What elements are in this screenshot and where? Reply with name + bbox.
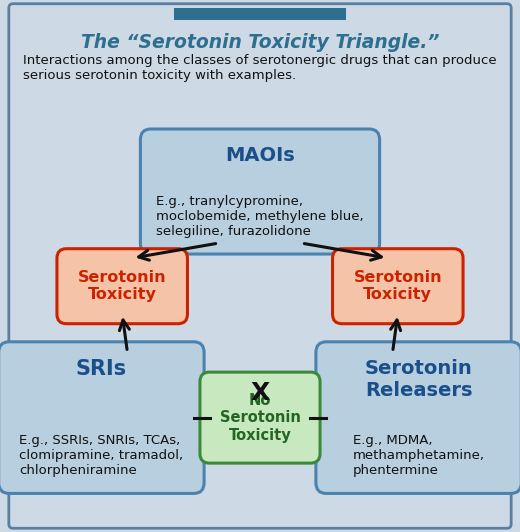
FancyBboxPatch shape xyxy=(174,8,346,20)
Text: The “Serotonin Toxicity Triangle.”: The “Serotonin Toxicity Triangle.” xyxy=(81,33,439,52)
Text: E.g., tranylcypromine,
moclobemide, methylene blue,
selegiline, furazolidone: E.g., tranylcypromine, moclobemide, meth… xyxy=(156,195,364,238)
Text: Interactions among the classes of serotonergic drugs that can produce
serious se: Interactions among the classes of seroto… xyxy=(23,54,497,82)
Text: Serotonin
Toxicity: Serotonin Toxicity xyxy=(78,270,166,302)
Text: E.g., MDMA,
methamphetamine,
phentermine: E.g., MDMA, methamphetamine, phentermine xyxy=(353,435,485,478)
FancyBboxPatch shape xyxy=(333,249,463,323)
Text: X: X xyxy=(250,380,270,405)
FancyBboxPatch shape xyxy=(140,129,380,254)
Text: SRIs: SRIs xyxy=(76,359,127,379)
Text: Serotonin
Toxicity: Serotonin Toxicity xyxy=(354,270,442,302)
Text: MAOIs: MAOIs xyxy=(225,146,295,165)
FancyBboxPatch shape xyxy=(9,4,511,528)
FancyBboxPatch shape xyxy=(200,372,320,463)
FancyBboxPatch shape xyxy=(57,249,187,323)
Text: Serotonin
Releasers: Serotonin Releasers xyxy=(365,359,473,400)
FancyBboxPatch shape xyxy=(316,342,520,494)
Text: E.g., SSRIs, SNRIs, TCAs,
clomipramine, tramadol,
chlorpheniramine: E.g., SSRIs, SNRIs, TCAs, clomipramine, … xyxy=(19,435,184,478)
FancyBboxPatch shape xyxy=(0,342,204,494)
Text: No
Serotonin
Toxicity: No Serotonin Toxicity xyxy=(219,393,301,443)
